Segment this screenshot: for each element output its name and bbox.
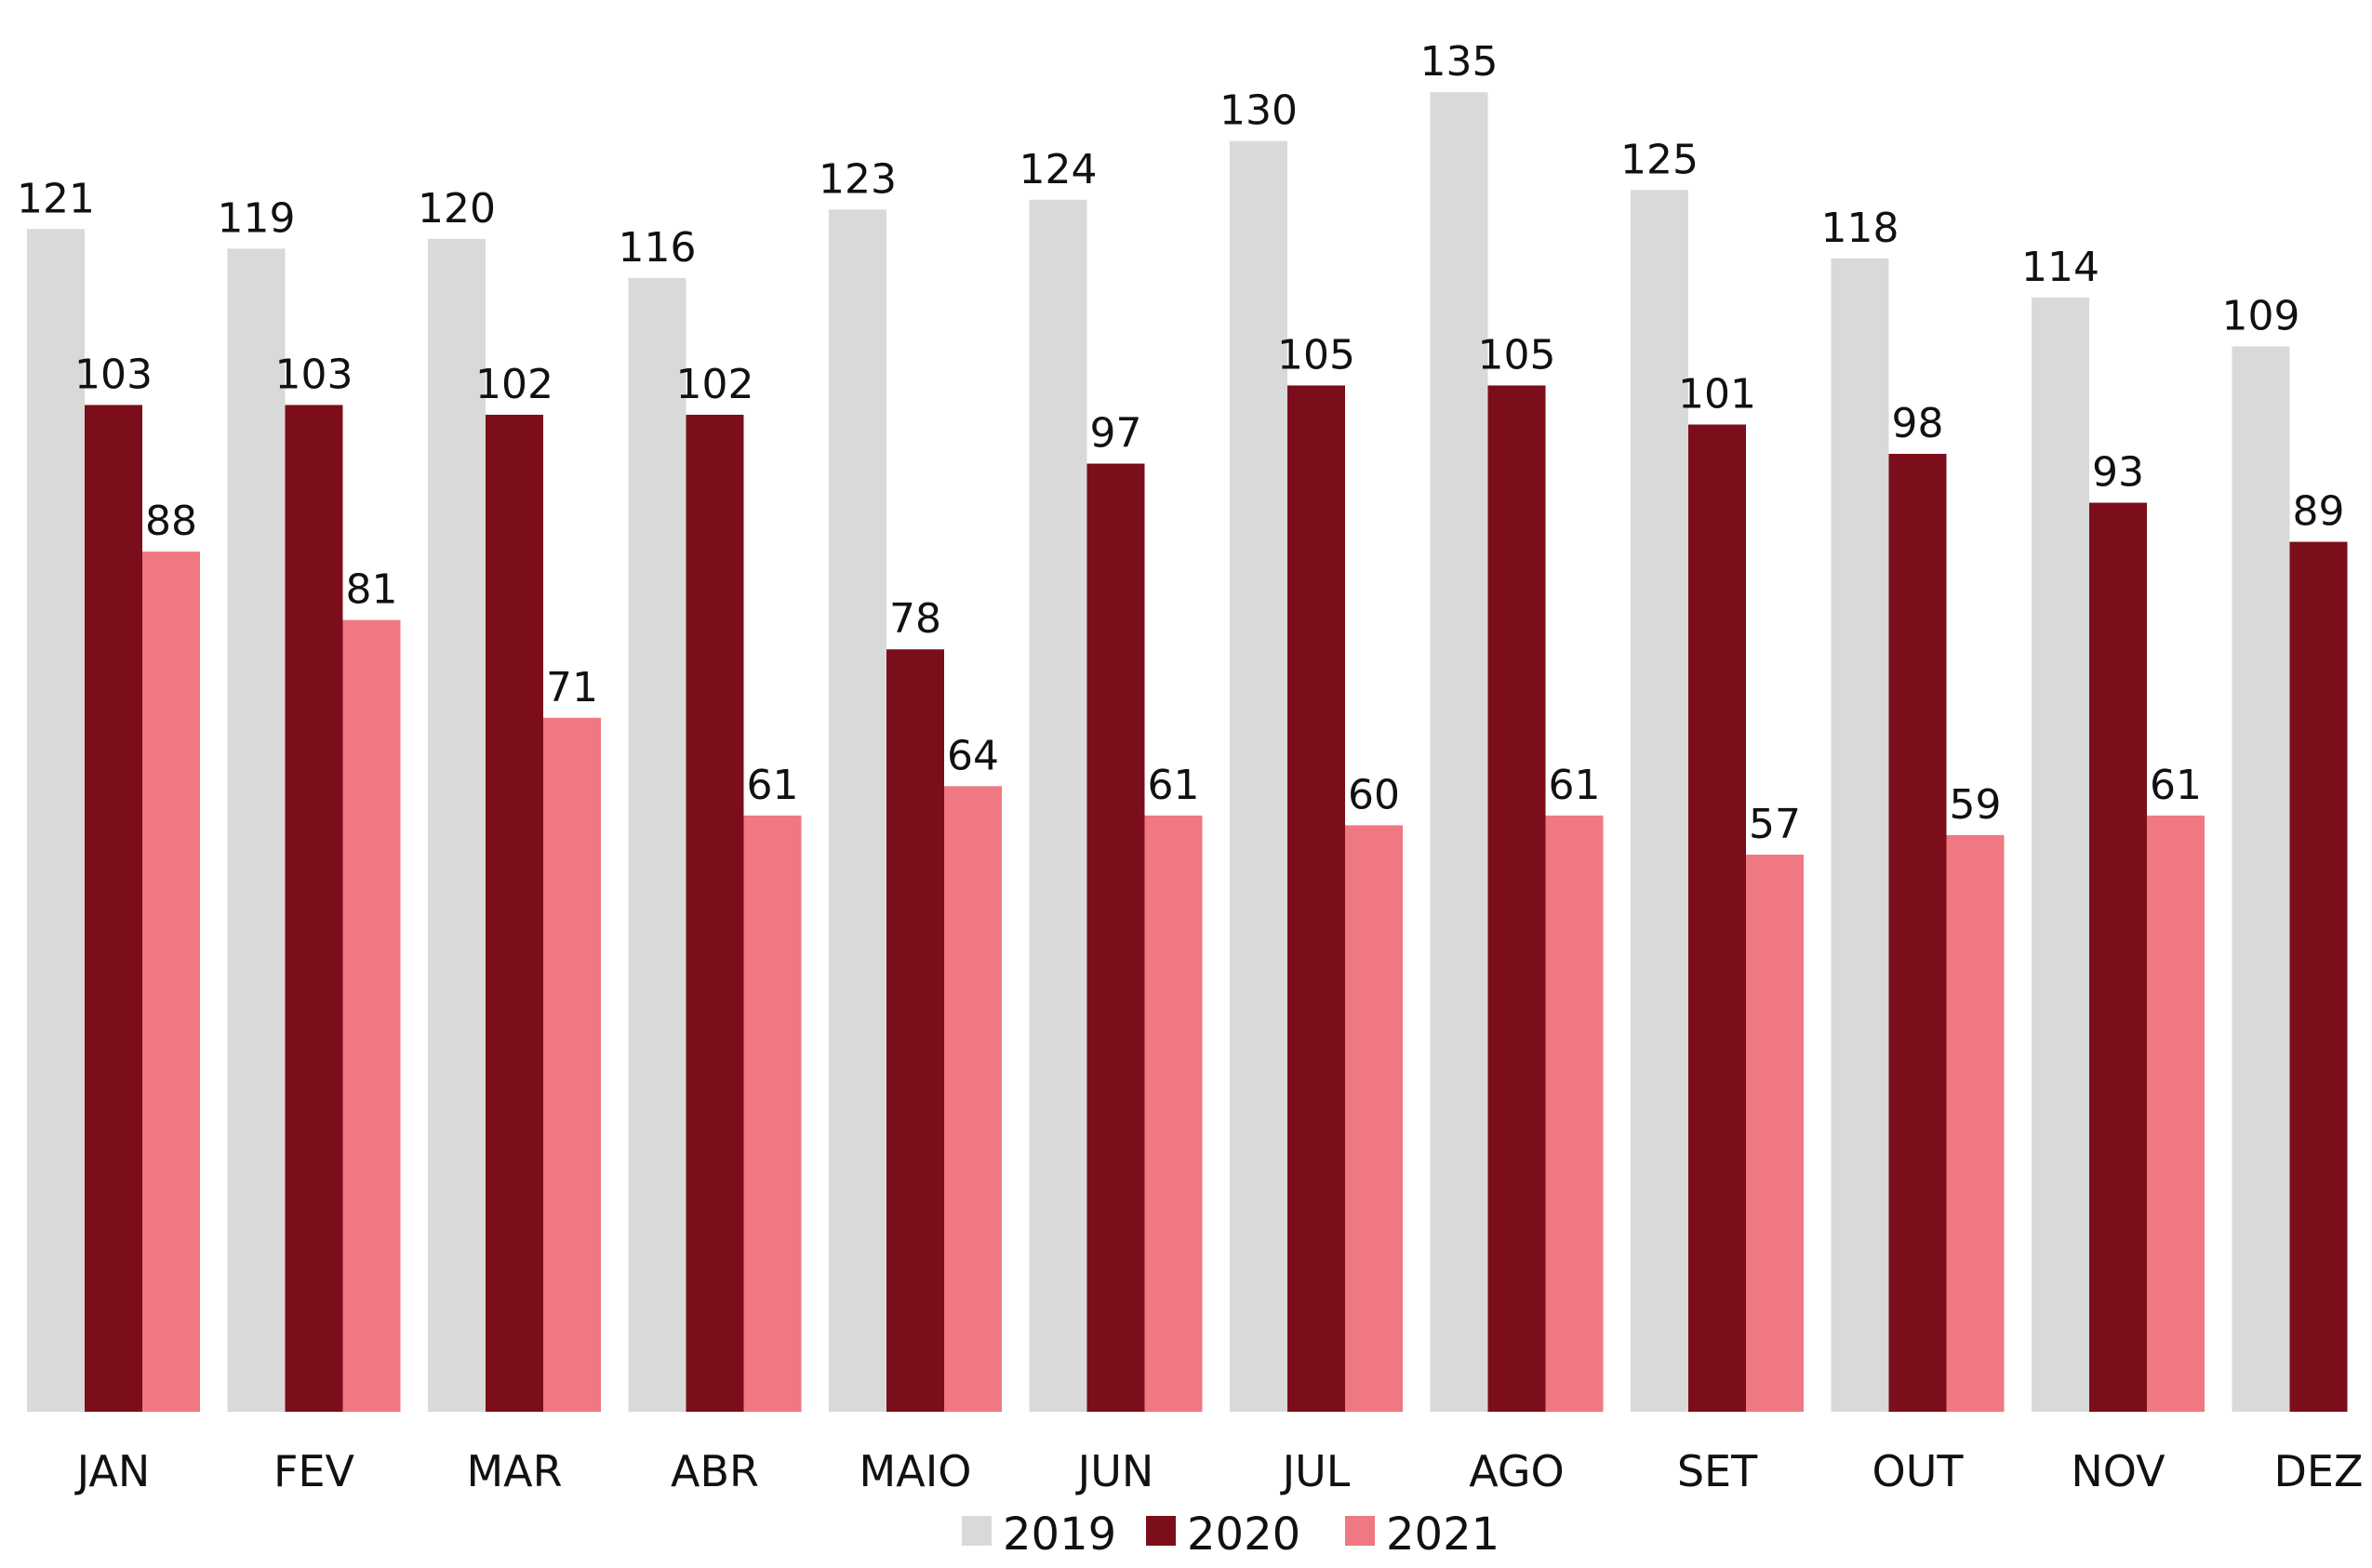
bar-2020-ago	[1487, 385, 1546, 1413]
category-label-ago: AGO	[1469, 1446, 1565, 1496]
data-label-2020-fev: 103	[275, 351, 353, 398]
bar-2021-mar	[543, 717, 601, 1412]
bar-2019-set	[1631, 190, 1688, 1412]
bar-2020-maio	[886, 649, 944, 1412]
data-label-2020-out: 98	[1892, 400, 1944, 447]
data-label-2020-nov: 93	[2092, 449, 2144, 497]
legend-swatch-2019	[962, 1516, 992, 1546]
data-label-2019-nov: 114	[2021, 244, 2099, 291]
bar-2021-jan	[142, 551, 200, 1412]
chart-bars	[27, 92, 2348, 1413]
bar-2019-nov	[2032, 297, 2089, 1412]
data-label-2019-ago: 135	[1420, 38, 1499, 86]
data-label-2021-mar: 71	[546, 664, 598, 711]
bar-2020-jul	[1287, 385, 1345, 1413]
data-label-2019-jun: 124	[1019, 146, 1098, 193]
data-label-2019-jul: 130	[1219, 87, 1298, 135]
chart-category-labels: JAN FEV MAR ABR MAIO JUN JUL AGO SET OUT NOV DEZ	[74, 1446, 2364, 1496]
data-label-2020-jul: 105	[1277, 331, 1355, 379]
bar-2021-nov	[2147, 815, 2205, 1412]
category-label-out: OUT	[1872, 1446, 1965, 1496]
bar-2019-jan	[27, 229, 85, 1412]
chart-legend: 2019 2020 2021	[962, 1508, 1499, 1561]
bar-2019-maio	[829, 209, 886, 1412]
legend-label-2019: 2019	[1003, 1508, 1116, 1561]
bar-2020-mar	[486, 414, 543, 1413]
category-label-set: SET	[1677, 1446, 1758, 1496]
data-label-2019-jan: 121	[17, 175, 95, 222]
category-label-mar: MAR	[466, 1446, 562, 1496]
data-label-2021-jan: 88	[145, 498, 197, 545]
data-label-2019-set: 125	[1620, 136, 1699, 183]
data-label-2020-set: 101	[1678, 370, 1756, 418]
bar-2020-nov	[2089, 502, 2147, 1412]
bar-2021-out	[1946, 834, 2005, 1412]
data-label-2021-ago: 61	[1549, 762, 1601, 809]
legend-swatch-2020	[1146, 1516, 1176, 1546]
category-label-jun: JUN	[1075, 1446, 1154, 1496]
bar-2021-jul	[1345, 825, 1403, 1412]
bar-2021-fev	[342, 619, 401, 1412]
data-label-2021-maio: 64	[947, 732, 999, 779]
category-label-nov: NOV	[2071, 1446, 2165, 1496]
data-label-2021-nov: 61	[2150, 762, 2202, 809]
category-label-jan: JAN	[74, 1446, 151, 1496]
category-label-abr: ABR	[671, 1446, 759, 1496]
data-label-2019-fev: 119	[218, 194, 296, 242]
data-label-2021-abr: 61	[747, 762, 799, 809]
bar-2019-ago	[1430, 92, 1488, 1412]
bar-2019-jul	[1230, 140, 1287, 1413]
data-label-2020-ago: 105	[1478, 331, 1556, 379]
bar-2021-ago	[1545, 815, 1604, 1412]
category-label-fev: FEV	[273, 1446, 355, 1496]
legend-swatch-2021	[1345, 1516, 1375, 1546]
bar-2021-maio	[944, 786, 1002, 1412]
data-label-2019-dez: 109	[2222, 292, 2300, 339]
data-label-2019-maio: 123	[819, 155, 897, 203]
bar-2020-jun	[1086, 463, 1145, 1412]
data-label-2020-maio: 78	[889, 595, 941, 643]
bar-2020-set	[1688, 424, 1746, 1412]
bar-2021-abr	[743, 815, 802, 1412]
bar-2019-fev	[227, 248, 286, 1412]
category-label-jul: JUL	[1280, 1446, 1351, 1496]
bar-2021-set	[1746, 854, 1804, 1412]
data-label-2021-set: 57	[1749, 801, 1801, 848]
bar-2020-abr	[686, 414, 744, 1413]
legend-label-2021: 2021	[1386, 1508, 1499, 1561]
bar-2019-dez	[2232, 346, 2290, 1412]
chart-value-labels: 121 103 88 119 103 81 120 102 71 116 102 61 123 78 64 1…	[17, 38, 2344, 848]
data-label-2019-mar: 120	[418, 185, 496, 233]
bar-2021-jun	[1144, 815, 1203, 1412]
bar-2020-out	[1888, 454, 1947, 1412]
bar-2020-fev	[285, 405, 343, 1413]
data-label-2020-dez: 89	[2293, 488, 2345, 536]
data-label-2021-fev: 81	[346, 566, 398, 614]
bar-2019-out	[1831, 258, 1889, 1412]
legend-label-2020: 2020	[1187, 1508, 1300, 1561]
data-label-2021-jun: 61	[1148, 762, 1200, 809]
bar-2019-abr	[628, 277, 686, 1413]
category-label-maio: MAIO	[860, 1446, 972, 1496]
bar-2019-mar	[428, 238, 486, 1412]
category-label-dez: DEZ	[2274, 1446, 2364, 1496]
data-label-2020-abr: 102	[676, 361, 754, 408]
data-label-2021-out: 59	[1950, 781, 2002, 829]
data-label-2019-out: 118	[1821, 205, 1899, 252]
bar-2020-dez	[2289, 541, 2348, 1412]
data-label-2020-jun: 97	[1090, 410, 1142, 458]
data-label-2020-jan: 103	[74, 351, 153, 398]
data-label-2020-mar: 102	[475, 361, 553, 408]
bar-2019-jun	[1029, 199, 1087, 1412]
bar-2020-jan	[85, 405, 142, 1413]
data-label-2021-jul: 60	[1348, 771, 1400, 818]
data-label-2019-abr: 116	[619, 224, 697, 272]
